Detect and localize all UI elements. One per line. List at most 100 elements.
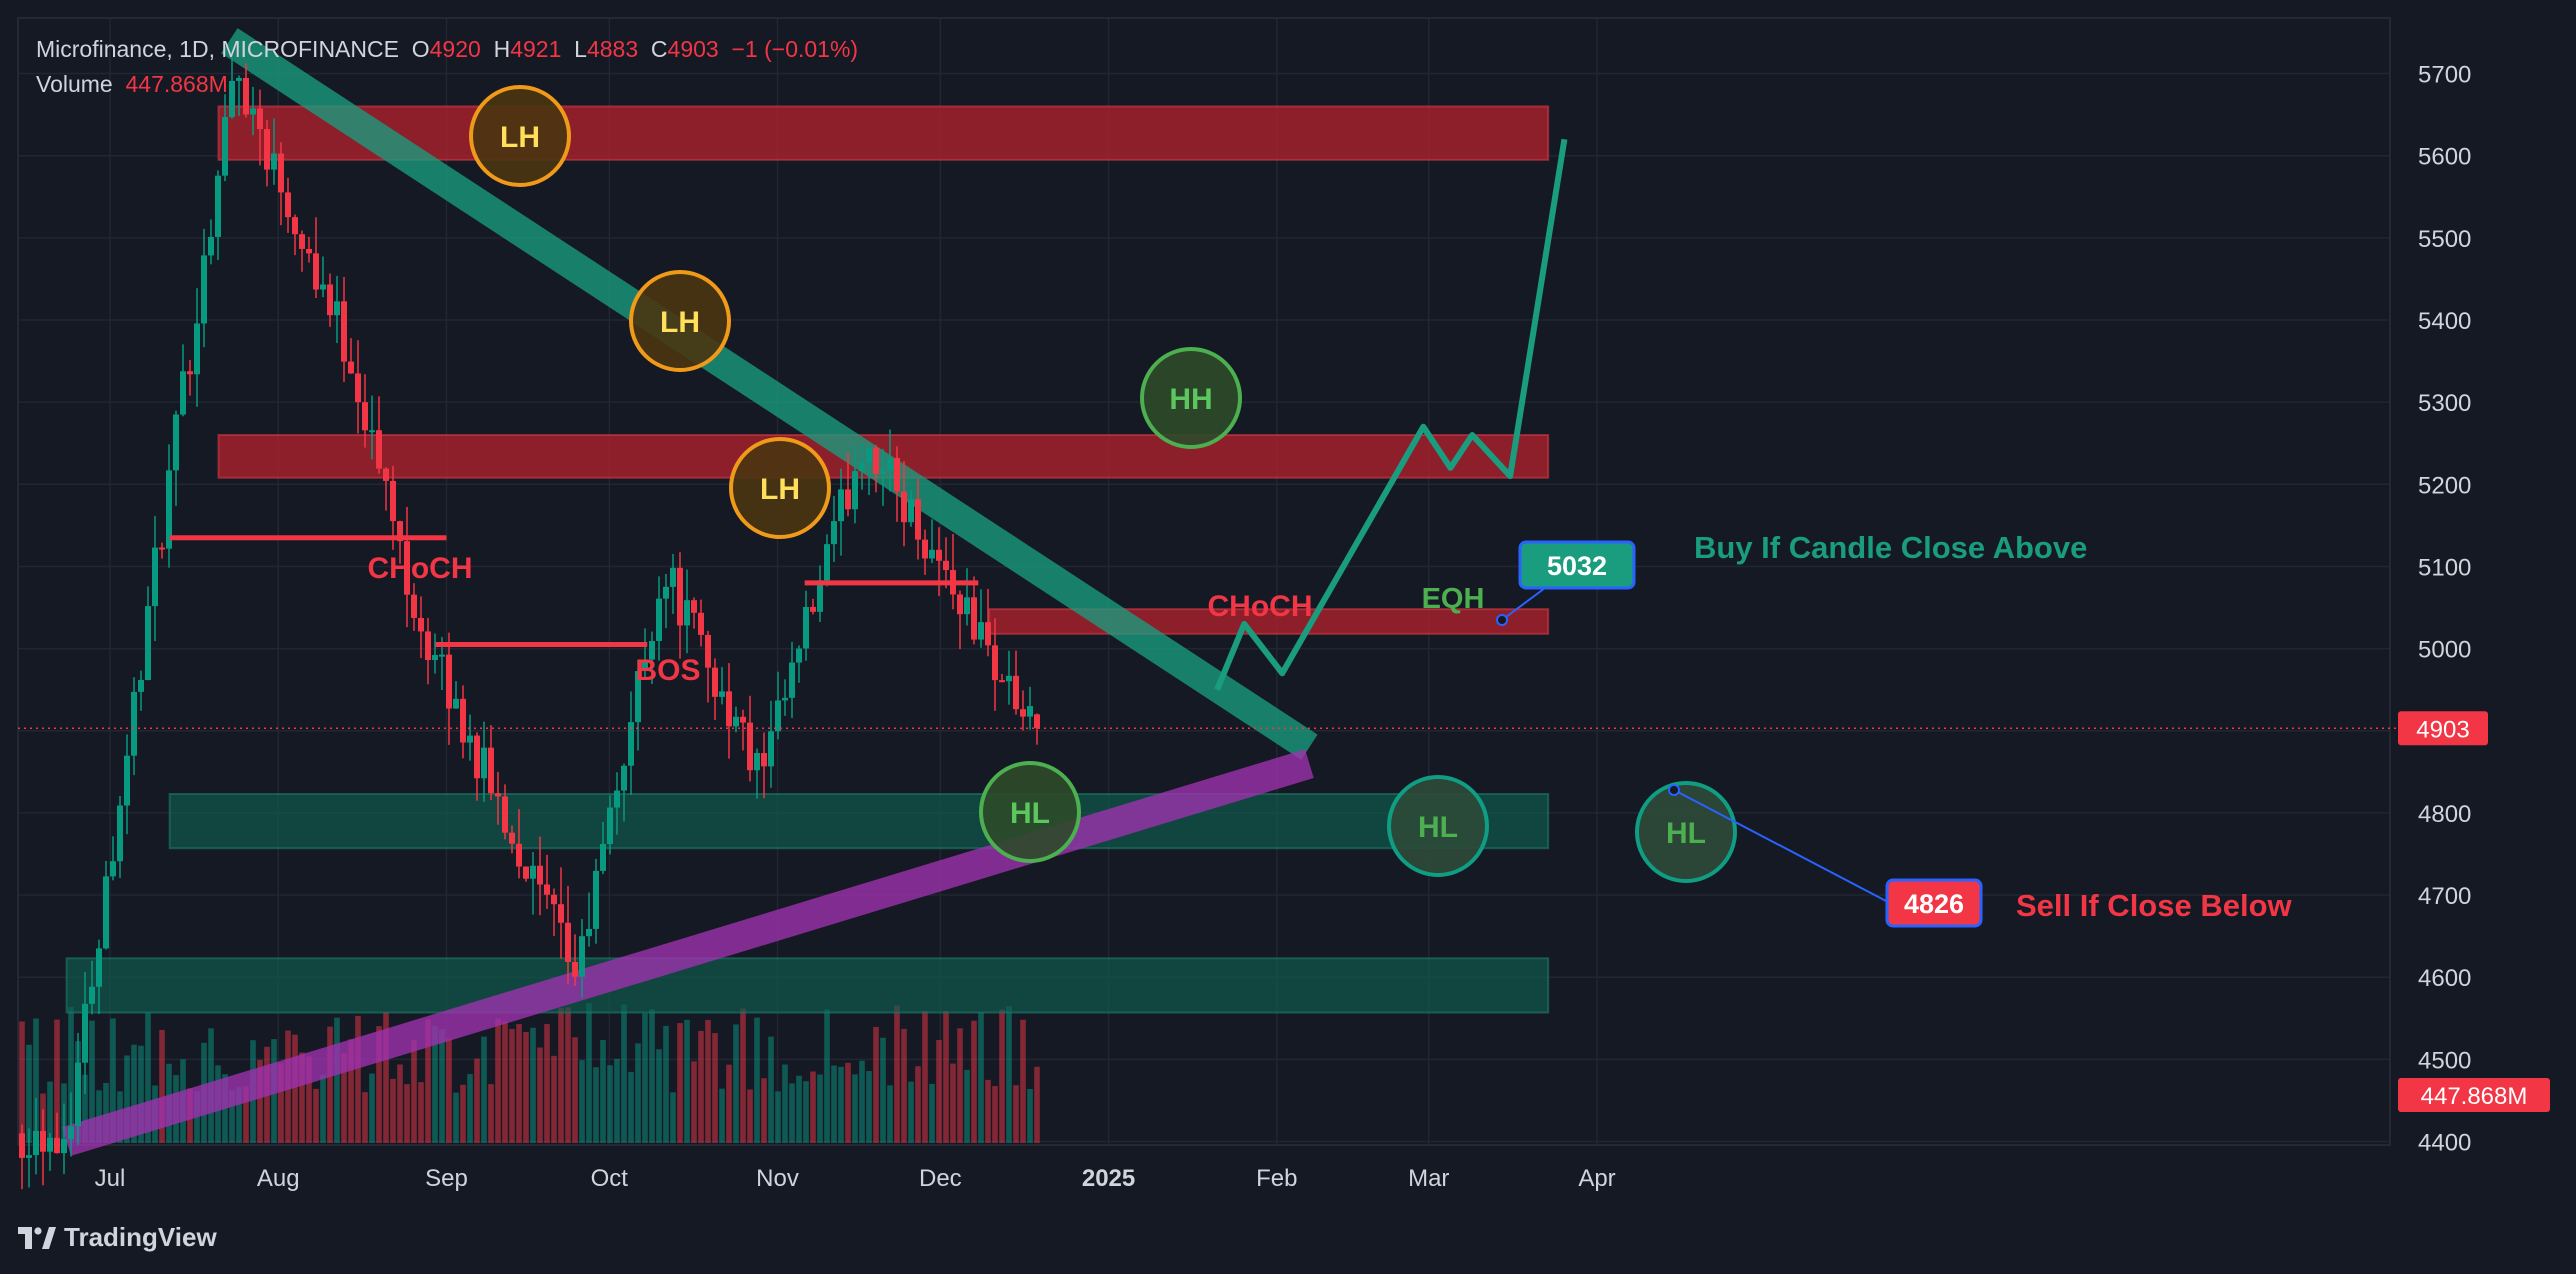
candle-body	[705, 634, 711, 668]
volume-bar	[782, 1064, 788, 1143]
volume-bar	[894, 1005, 900, 1143]
volume-bar	[901, 1028, 907, 1143]
marker-connector	[1673, 789, 1889, 903]
volume-bar	[810, 1071, 816, 1143]
volume-bar	[341, 1052, 347, 1143]
volume-bar	[89, 1020, 95, 1143]
trendline-support	[62, 749, 1314, 1156]
candle-body	[642, 659, 648, 672]
volume-bar	[292, 1034, 298, 1143]
volume-bar	[789, 1083, 795, 1143]
volume-bar	[733, 1024, 739, 1143]
candle-body	[964, 597, 970, 615]
volume-bar	[313, 1088, 319, 1143]
y-tick-label: 5200	[2418, 472, 2471, 499]
volume-bar	[642, 1013, 648, 1143]
eqh-label: EQH	[1422, 583, 1485, 615]
volume-bar	[418, 1082, 424, 1143]
candle-body	[495, 793, 501, 797]
candle-body	[929, 549, 935, 559]
candle-body	[992, 645, 998, 681]
candle-body	[33, 1130, 39, 1156]
candle-body	[103, 876, 109, 949]
candle-body	[96, 948, 102, 987]
candle-body	[712, 667, 718, 697]
candle-body	[957, 594, 963, 615]
volume-bar	[621, 1004, 627, 1143]
y-tick-label: 4400	[2418, 1130, 2471, 1157]
candle-body	[663, 586, 669, 599]
volume-bar	[600, 1040, 606, 1143]
volume-bar	[971, 1020, 977, 1143]
volume-bar	[446, 1038, 452, 1143]
low-label: L	[574, 36, 587, 62]
candle-body	[138, 680, 144, 692]
volume-bar	[691, 1061, 697, 1143]
candle-body	[68, 1126, 74, 1139]
volume-bar	[82, 1074, 88, 1143]
x-tick-label: Jul	[95, 1165, 126, 1192]
demand-zone	[168, 793, 1550, 850]
x-tick-label: 2025	[1082, 1165, 1135, 1192]
candle-body	[306, 248, 312, 254]
volume-bar	[831, 1065, 837, 1143]
candle-body	[649, 640, 655, 660]
volume-bar	[145, 1012, 151, 1143]
y-tick-label: 5500	[2418, 226, 2471, 253]
x-tick-label: Apr	[1578, 1165, 1615, 1192]
candle-body	[782, 697, 788, 701]
volume-bar	[593, 1067, 599, 1143]
candle-body	[201, 255, 207, 324]
candle-body	[243, 78, 249, 115]
candle-body	[985, 622, 991, 646]
close-value: 4903	[667, 36, 719, 62]
x-tick-label: Aug	[257, 1165, 300, 1192]
volume-bar	[824, 1009, 830, 1143]
candle-body	[474, 735, 480, 779]
volume-bar	[383, 1011, 389, 1143]
volume-bar	[845, 1062, 851, 1143]
volume-bar	[439, 1029, 445, 1143]
volume-bar	[565, 1007, 571, 1143]
candle-body	[481, 747, 487, 779]
volume-bar	[929, 1083, 935, 1143]
volume-bar	[544, 1024, 550, 1143]
candle-body	[208, 236, 214, 256]
price-marker-5032	[1518, 540, 1636, 590]
candle-body	[915, 499, 921, 540]
y-tick-label: 5700	[2418, 62, 2471, 89]
volume-bar	[278, 1063, 284, 1143]
marker-connector	[1501, 587, 1546, 621]
candle-body	[635, 671, 641, 723]
sell-annotation: Sell If Close Below	[2016, 888, 2293, 923]
candle-body	[558, 904, 564, 923]
volume-bar	[54, 1019, 60, 1143]
tradingview-logo[interactable]: TradingView	[18, 1222, 217, 1253]
y-tick-label: 5300	[2418, 390, 2471, 417]
candle-body	[348, 361, 354, 374]
candle-body	[859, 462, 865, 472]
candle-body	[593, 870, 599, 929]
trendline-resistance	[221, 28, 1318, 760]
candle-body	[761, 753, 767, 767]
candle-body	[600, 843, 606, 871]
volume-bar	[68, 1006, 74, 1143]
trendlines[interactable]	[62, 28, 1318, 1156]
y-tick-label: 4700	[2418, 883, 2471, 910]
candle-body	[838, 489, 844, 522]
projected-path	[1214, 138, 1568, 691]
y-tick-label: 4500	[2418, 1047, 2471, 1074]
volume-bar	[355, 1015, 361, 1143]
volume-bar	[236, 1086, 242, 1143]
swing-circle	[1387, 775, 1489, 877]
candle-body	[754, 753, 760, 771]
candle-body	[285, 192, 291, 218]
volume-bar	[537, 1047, 543, 1143]
candle-body	[460, 698, 466, 743]
candle-body	[271, 153, 277, 170]
candle-body	[1013, 675, 1019, 710]
candle-body	[530, 865, 536, 879]
structure-label: CHoCH	[368, 552, 473, 585]
candle-body	[845, 489, 851, 510]
